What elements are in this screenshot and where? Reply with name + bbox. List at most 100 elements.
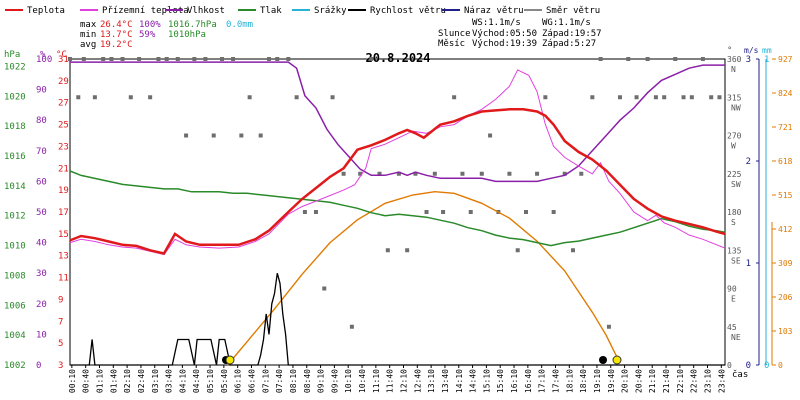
- tick-label-hpa: 1014: [4, 182, 26, 192]
- wind-direction-point: [681, 95, 686, 100]
- time-tick-label: 11:40: [386, 369, 395, 393]
- wind-direction-point: [452, 95, 457, 100]
- wind-direction-point: [570, 248, 575, 253]
- time-tick-label: 21:40: [662, 369, 671, 393]
- wind-direction-point: [717, 95, 722, 100]
- tick-label-dir: E: [731, 295, 736, 304]
- wind-direction-point: [507, 171, 512, 176]
- axis-title-mm: mm: [762, 46, 772, 55]
- stats-max-temp: 26.4°C: [100, 20, 133, 30]
- stats-min-temp: 13.7°C: [100, 30, 133, 40]
- time-tick-label: 12:10: [400, 369, 409, 393]
- sun-markers: [222, 355, 622, 365]
- tick-label-c: 3: [58, 361, 63, 371]
- wind-direction-point: [700, 57, 705, 61]
- tick-label-deg: 225: [727, 170, 742, 179]
- wind-direction-point: [441, 210, 446, 214]
- axis-title-deg: °: [727, 46, 732, 56]
- time-tick-label: 17:40: [552, 369, 561, 393]
- time-tick-label: 03:10: [151, 369, 160, 393]
- wind-direction-point: [579, 171, 584, 176]
- tick-label-dir: NE: [731, 333, 741, 342]
- legend-label: Směr větru: [546, 6, 600, 16]
- tick-label-dir: NW: [731, 103, 741, 112]
- tick-label-hpa: 1020: [4, 92, 26, 102]
- time-tick-label: 13:40: [441, 369, 450, 393]
- time-tick-label: 17:10: [538, 369, 547, 393]
- stats-max-rain: 0.0mm: [226, 20, 253, 30]
- tick-label-solar: 412: [778, 225, 793, 234]
- time-tick-label: 08:10: [289, 369, 298, 393]
- tick-label-pct: 100: [36, 55, 52, 65]
- wind-direction-point: [645, 57, 650, 61]
- series-solar-radiation: [226, 190, 621, 366]
- tick-label-c: 29: [58, 77, 69, 87]
- time-tick-label: 08:40: [303, 369, 312, 393]
- tick-label-solar: 309: [778, 259, 793, 268]
- time-tick-label: 23:10: [704, 369, 713, 393]
- wind-direction-point: [689, 95, 694, 100]
- wind-direction-point: [460, 171, 465, 176]
- tick-label-solar: 618: [778, 157, 793, 166]
- tick-label-pct: 80: [36, 116, 47, 126]
- tick-label-ms: 0: [746, 361, 751, 371]
- time-tick-label: 19:10: [593, 369, 602, 393]
- wind-direction-point: [488, 133, 493, 138]
- tick-label-deg: 270: [727, 132, 742, 141]
- wind-direction-point: [709, 95, 714, 100]
- wind-direction-point: [76, 95, 81, 100]
- time-tick-label: 04:40: [192, 369, 201, 393]
- stats-avg-label: avg: [80, 40, 96, 50]
- tick-label-pct: 90: [36, 86, 47, 96]
- wind-direction-point: [562, 171, 567, 176]
- time-tick-label: 22:40: [690, 369, 699, 393]
- tick-label-deg: 0: [727, 361, 732, 370]
- wind-direction-point: [175, 57, 180, 61]
- time-tick-label: 04:10: [178, 369, 187, 393]
- tick-label-dir: SW: [731, 180, 741, 189]
- tick-label-c: 5: [58, 339, 63, 349]
- wind-direction-point: [203, 57, 208, 61]
- tick-label-hpa: 1006: [4, 301, 26, 311]
- tick-label-mm: 0: [764, 361, 769, 371]
- tick-label-solar: 927: [778, 55, 793, 64]
- wind-direction-point: [424, 210, 429, 214]
- time-tick-label: 18:10: [565, 369, 574, 393]
- sun-rise: Východ:05:50: [472, 29, 537, 39]
- wind-direction-point: [358, 171, 363, 176]
- time-tick-label: 06:10: [234, 369, 243, 393]
- wind-direction-point: [258, 133, 263, 138]
- time-tick-label: 16:10: [510, 369, 519, 393]
- tick-label-c: 25: [58, 121, 69, 131]
- axis-title-hpa: hPa: [4, 50, 20, 60]
- wind-direction-point: [137, 57, 142, 61]
- wind-direction-point: [322, 286, 327, 291]
- tick-label-mm: 1: [764, 55, 769, 65]
- tick-label-pct: 70: [36, 147, 47, 157]
- stats-min-press: 1010hPa: [168, 30, 206, 40]
- time-tick-label: 03:40: [165, 369, 174, 393]
- wind-direction-point: [101, 57, 106, 61]
- stats-max-hum: 100%: [139, 20, 161, 30]
- wind-direction-point: [617, 95, 622, 100]
- time-tick-label: 15:10: [482, 369, 491, 393]
- series-temperature: [69, 108, 726, 255]
- tick-label-c: 13: [58, 252, 69, 262]
- time-tick-label: 11:10: [372, 369, 381, 393]
- wind-direction-point: [231, 57, 236, 61]
- wind-direction-point: [673, 57, 678, 61]
- tick-label-pct: 20: [36, 300, 47, 310]
- wind-direction-point: [662, 95, 667, 100]
- stats-max-press: 1016.7hPa: [168, 20, 217, 30]
- time-axis: 00:10 00:40 01:10 01:40 02:10 02:40 03:10 03:40…: [68, 365, 726, 393]
- wind-direction-point: [239, 133, 244, 138]
- time-tick-label: 15:40: [496, 369, 505, 393]
- wind-gust-info: WG:1.1m/s: [542, 18, 591, 28]
- time-tick-label: 05:40: [220, 369, 229, 393]
- wind-direction-point: [606, 324, 611, 329]
- time-tick-label: 16:40: [524, 369, 533, 393]
- tick-label-solar: 721: [778, 123, 793, 132]
- tick-label-pct: 50: [36, 208, 47, 218]
- tick-label-deg: 315: [727, 93, 742, 102]
